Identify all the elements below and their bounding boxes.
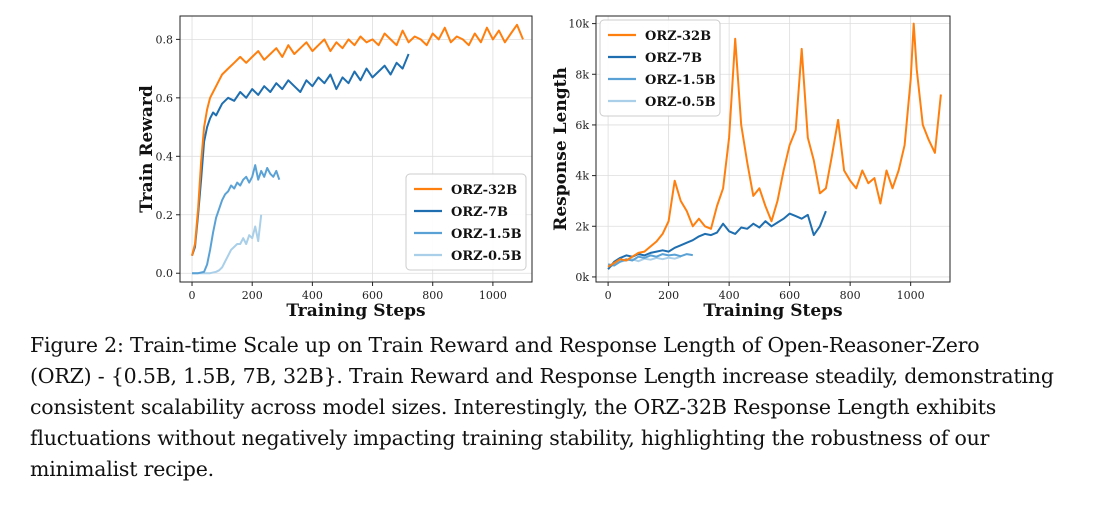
x-axis-label: Training Steps: [286, 301, 425, 321]
y-tick-label: 0.4: [156, 150, 174, 163]
x-tick-label: 200: [658, 289, 679, 302]
legend-label-orz-7b: ORZ-7B: [451, 205, 508, 220]
figure-caption: Figure 2: Train-time Scale up on Train R…: [30, 333, 1054, 481]
y-axis-label: Train Reward: [137, 85, 157, 213]
series-line-orz-0-5b: [192, 214, 263, 275]
y-tick-label: 10k: [568, 18, 589, 31]
legend-label-orz-7b: ORZ-7B: [645, 51, 702, 66]
x-tick-label: 800: [840, 289, 861, 302]
y-axis-label: Response Length: [551, 67, 571, 231]
x-tick-label: 400: [719, 289, 740, 302]
y-tick-label: 2k: [575, 220, 589, 233]
y-tick-label: 0.2: [156, 209, 174, 222]
x-tick-label: 200: [242, 289, 263, 302]
x-tick-label: 0: [189, 289, 196, 302]
y-tick-label: 0.8: [156, 33, 174, 46]
legend-box: [599, 19, 721, 117]
legend-label-orz-0-5b: ORZ-0.5B: [451, 249, 522, 264]
response-length-chart: 0 200 400 600 800 1000 0k 2k 4k 6k 8k 10k Training S…: [551, 15, 951, 321]
legend-label-orz-0-5b: ORZ-0.5B: [645, 95, 716, 110]
y-tick-label: 0.0: [156, 267, 174, 280]
plot-frame: [179, 15, 533, 283]
legend-label-orz-32b: ORZ-32B: [451, 183, 517, 198]
series-line-orz-1-5b: [192, 164, 281, 275]
x-tick-label: 1000: [479, 289, 507, 302]
x-tick-label: 0: [605, 289, 612, 302]
x-tick-label: 600: [362, 289, 383, 302]
y-tick-label: 4k: [575, 170, 589, 183]
x-tick-label: 600: [779, 289, 800, 302]
legend-label-orz-1-5b: ORZ-1.5B: [645, 73, 716, 88]
legend-label-orz-1-5b: ORZ-1.5B: [451, 227, 522, 242]
x-tick-label: 1000: [897, 289, 925, 302]
train-reward-chart: 0 200 400 600 800 1000 0.0 0.2 0.4 0.6 0.8 Training…: [137, 15, 533, 321]
series-line-orz-1-5b: [607, 253, 693, 267]
legend-label-orz-32b: ORZ-32B: [645, 29, 711, 44]
legend: ORZ-32B ORZ-7B ORZ-1.5B ORZ-0.5B: [599, 19, 721, 117]
legend: ORZ-32B ORZ-7B ORZ-1.5B ORZ-0.5B: [405, 173, 527, 271]
y-tick-label: 0.6: [156, 92, 174, 105]
x-axis-label: Training Steps: [703, 301, 842, 321]
plot-frame: [595, 15, 951, 283]
series-line-orz-7b: [191, 53, 410, 257]
y-tick-label: 0k: [575, 271, 589, 284]
y-tick-label: 6k: [575, 119, 589, 132]
series-line-orz-32b: [191, 23, 524, 256]
series-line-orz-7b: [607, 210, 827, 270]
legend-box: [405, 173, 527, 271]
x-tick-label: 800: [422, 289, 443, 302]
y-tick-label: 8k: [575, 68, 589, 81]
series-line-orz-32b: [607, 22, 942, 268]
x-tick-label: 400: [302, 289, 323, 302]
